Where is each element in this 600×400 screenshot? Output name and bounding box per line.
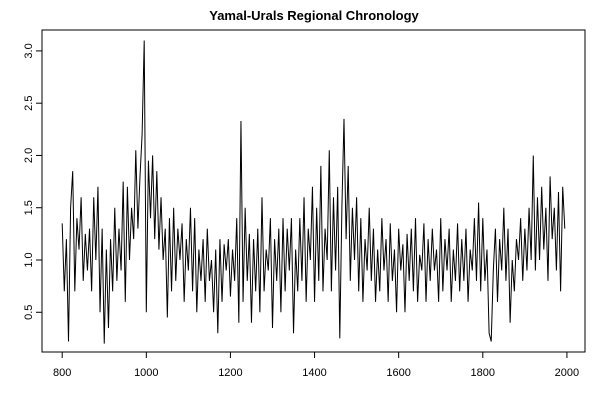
x-tick-label: 1000 bbox=[134, 367, 158, 379]
y-tick-label: 1.0 bbox=[23, 252, 35, 267]
x-tick-label: 800 bbox=[53, 367, 71, 379]
y-tick-label: 1.5 bbox=[23, 200, 35, 215]
x-tick-label: 1600 bbox=[386, 367, 410, 379]
x-tick-label: 1800 bbox=[471, 367, 495, 379]
y-tick-label: 0.5 bbox=[23, 305, 35, 320]
y-tick-label: 3.0 bbox=[23, 43, 35, 58]
x-tick-label: 1400 bbox=[302, 367, 326, 379]
chart-title: Yamal-Urals Regional Chronology bbox=[209, 8, 419, 23]
x-tick-label: 1200 bbox=[218, 367, 242, 379]
x-tick-label: 2000 bbox=[555, 367, 579, 379]
y-tick-label: 2.0 bbox=[23, 148, 35, 163]
series-line bbox=[61, 40, 566, 344]
y-tick-label: 2.5 bbox=[23, 96, 35, 111]
plot-frame bbox=[41, 29, 586, 353]
